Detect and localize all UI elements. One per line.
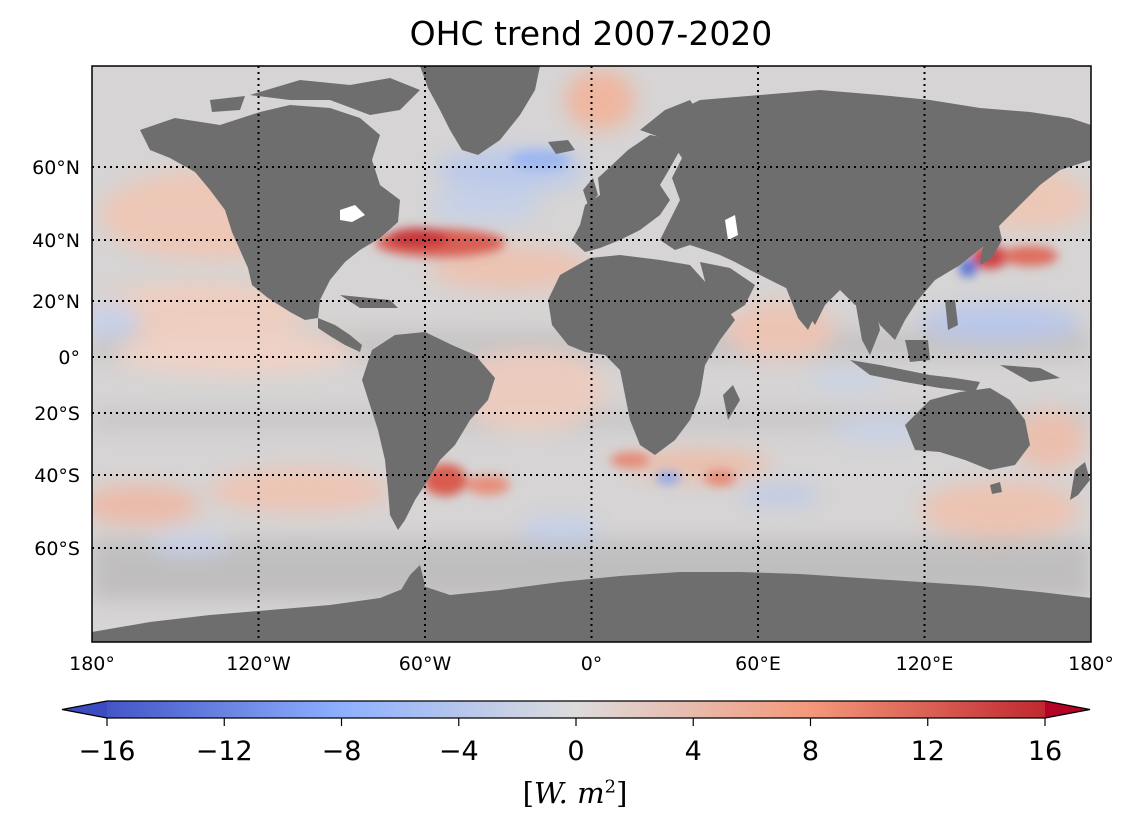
colorbar-tick-label: 0 [567,736,584,767]
colorbar-ticks: −16 −12 −8 −4 0 4 8 12 16 [79,718,1062,767]
central-america [318,318,362,352]
lat-tick-label: 20°S [34,403,80,425]
lon-tick-labels: 180° 120°W 60°W 0° 60°E 120°E 180° [69,653,1114,675]
colorbar-tick-label: −12 [196,736,253,767]
lat-tick-label: 20°N [32,291,80,313]
lon-tick-label: 180° [69,653,115,675]
lat-tick-label: 40°S [34,465,80,487]
colorbar-extend-min [62,701,107,718]
lat-tick-label: 40°N [32,230,80,252]
lon-tick-label: 60°W [399,653,452,675]
colorbar-extend-max [1045,701,1090,718]
colorbar-tick-label: 8 [802,736,819,767]
lat-tick-label: 60°N [32,157,80,179]
africa [548,255,735,455]
lon-tick-label: 120°E [896,653,954,675]
colorbar-tick-label: −4 [439,736,479,767]
colorbar-tick-label: 4 [685,736,702,767]
colorbar-tick-label: 16 [1028,736,1062,767]
lon-tick-label: 180° [1068,653,1114,675]
inland-water [340,205,738,240]
greenland [420,66,540,155]
colorbar-units-label: [W. m2] [522,776,628,810]
north-america [140,105,400,320]
colorbar-gradient [107,701,1045,718]
south-america [362,332,495,530]
colorbar-tick-label: 12 [911,736,945,767]
graticule [92,66,1091,642]
lat-tick-label: 60°S [34,538,80,560]
map-area [92,66,1091,642]
lon-tick-label: 60°E [735,653,781,675]
colorbar: −16 −12 −8 −4 0 4 8 12 16 [61,700,1091,767]
lon-tick-label: 120°W [226,653,291,675]
colorbar-tick-label: −8 [322,736,362,767]
map-title: OHC trend 2007-2020 [409,14,773,53]
lon-tick-label: 0° [581,653,603,675]
europe [572,135,680,252]
australia [905,388,1030,470]
lat-tick-labels: 60°N 40°N 20°N 0° 20°S 40°S 60°S [32,157,80,560]
ocean-trend-field [92,70,1091,600]
lat-tick-label: 0° [58,347,80,369]
asia [660,90,1091,340]
colorbar-tick-label: −16 [79,736,136,767]
